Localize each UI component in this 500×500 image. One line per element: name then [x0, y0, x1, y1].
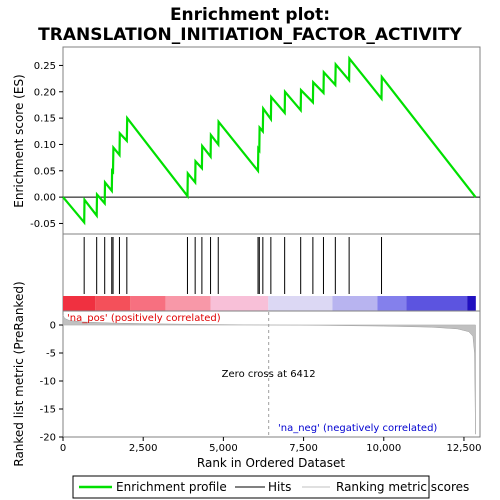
heat-band-segment — [63, 296, 96, 311]
x-axis-label: Rank in Ordered Dataset — [197, 456, 345, 470]
es-y-tick-label: 0.00 — [34, 193, 56, 204]
ranked-heat-band — [63, 296, 476, 311]
metric-y-tick-label: -15 — [40, 405, 56, 416]
legend-label-metric: Ranking metric scores — [336, 480, 469, 494]
es-panel-frame — [62, 46, 481, 235]
legend-label-hits: Hits — [268, 480, 291, 494]
metric-y-tick-label: 0 — [50, 321, 56, 332]
heat-band-segment — [95, 296, 131, 311]
metric-y-axis: 0 -5 -10 -15 -20 — [40, 321, 63, 444]
hits-marks — [83, 237, 383, 294]
legend-item-hits: Hits — [235, 480, 291, 494]
metric-panel-frame — [62, 310, 481, 438]
heat-band-segment — [467, 296, 476, 311]
neg-correlated-label: 'na_neg' (negatively correlated) — [278, 423, 437, 434]
x-tick-label: 0 — [60, 443, 66, 454]
heat-band-segment — [165, 296, 211, 311]
x-tick-label: 10,000 — [366, 443, 401, 454]
x-tick-label: 5,000 — [209, 443, 238, 454]
legend-item-enrichment-profile: Enrichment profile — [79, 480, 227, 494]
metric-y-tick-label: -5 — [46, 349, 56, 360]
es-y-tick-label: 0.05 — [34, 166, 56, 177]
heat-band-segment — [377, 296, 407, 311]
metric-y-tick-label: -20 — [40, 433, 56, 444]
es-y-tick-label: 0.15 — [34, 114, 56, 125]
metric-y-axis-label: Ranked list metric (PreRanked) — [12, 281, 26, 466]
heat-band-segment — [268, 296, 333, 311]
pos-correlated-label: 'na_pos' (positively correlated) — [67, 313, 221, 324]
x-tick-label: 7,500 — [289, 443, 318, 454]
metric-y-tick-label: -10 — [40, 377, 56, 388]
x-tick-label: 2,500 — [129, 443, 158, 454]
zero-cross-label: Zero cross at 6412 — [222, 369, 316, 380]
es-y-tick-label: 0.10 — [34, 140, 56, 151]
enrichment-profile-line — [62, 55, 477, 226]
es-y-tick-label: -0.05 — [30, 219, 56, 230]
chart-title-line2: TRANSLATION_INITIATION_FACTOR_ACTIVITY — [38, 25, 462, 45]
legend-label-enrichment: Enrichment profile — [116, 480, 227, 494]
x-axis: 0 2,500 5,000 7,500 10,000 12,500 — [60, 437, 481, 454]
legend-item-ranking-metric: Ranking metric scores — [302, 480, 469, 494]
es-y-axis: -0.05 0.00 0.05 0.10 0.15 0.20 0.25 — [30, 61, 63, 230]
heat-band-segment — [332, 296, 378, 311]
ranking-metric-area — [62, 314, 476, 435]
heat-band-segment — [210, 296, 269, 311]
es-y-tick-label: 0.20 — [34, 87, 56, 98]
heat-band-segment — [406, 296, 468, 311]
chart-title-line1: Enrichment plot: — [170, 5, 330, 25]
heat-band-segment — [130, 296, 166, 311]
x-tick-label: 12,500 — [446, 443, 481, 454]
es-y-axis-label: Enrichment score (ES) — [12, 74, 26, 207]
es-y-tick-label: 0.25 — [34, 61, 56, 72]
